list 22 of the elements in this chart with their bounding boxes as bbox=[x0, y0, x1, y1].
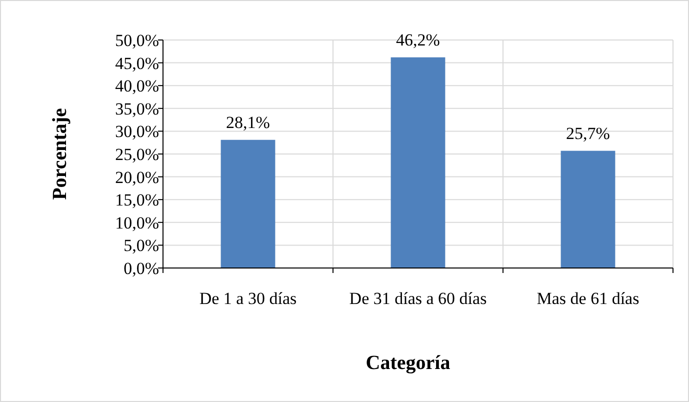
bar bbox=[220, 140, 276, 268]
x-tick-label: De 1 a 30 días bbox=[199, 289, 297, 308]
data-label: 28,1% bbox=[226, 112, 270, 132]
y-tick-label: 25,0% bbox=[115, 144, 159, 164]
y-tick-label: 0,0% bbox=[124, 258, 159, 278]
y-tick-label: 35,0% bbox=[115, 99, 159, 118]
y-tick-label: 50,0% bbox=[115, 30, 159, 50]
y-axis-title: Porcentaje bbox=[49, 108, 71, 200]
y-tick-label: 20,0% bbox=[115, 168, 159, 187]
x-tick-label: De 31 días a 60 días bbox=[349, 289, 487, 308]
y-tick-label: 5,0% bbox=[124, 236, 159, 256]
data-label: 25,7% bbox=[566, 124, 610, 143]
x-tick-label: Mas de 61 días bbox=[536, 289, 640, 308]
y-tick-label: 15,0% bbox=[115, 190, 159, 210]
y-tick-label: 40,0% bbox=[115, 76, 159, 96]
x-axis-title: Categoría bbox=[366, 352, 450, 374]
y-tick-label: 10,0% bbox=[115, 213, 159, 232]
y-tick-label: 45,0% bbox=[115, 54, 159, 73]
data-label: 46,2% bbox=[396, 30, 440, 50]
y-tick-label: 30,0% bbox=[115, 122, 159, 142]
bar bbox=[390, 57, 446, 268]
bar bbox=[560, 150, 616, 268]
